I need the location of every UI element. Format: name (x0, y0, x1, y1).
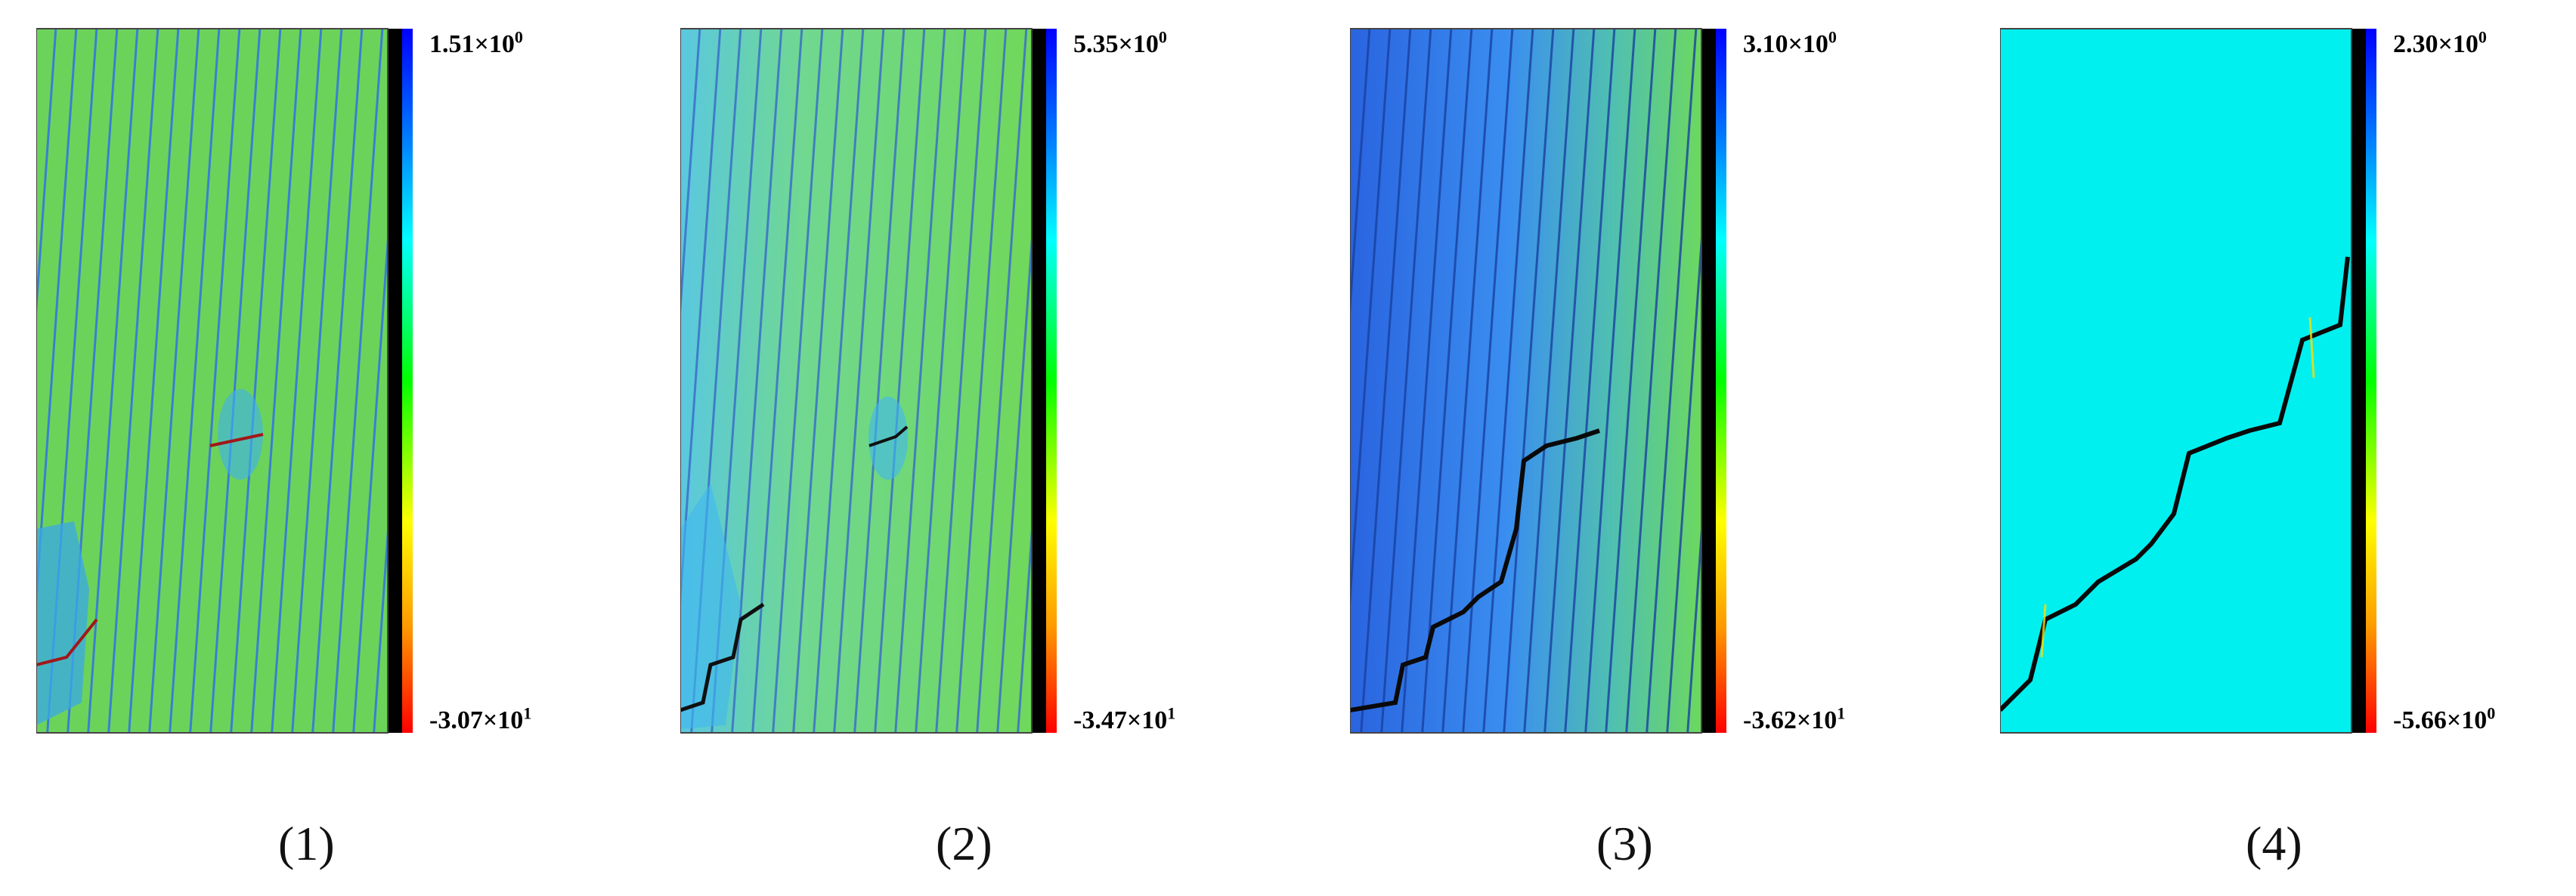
max-exponent: 0 (514, 27, 523, 47)
field-image-2 (680, 28, 1057, 734)
panel-4: 2.30×100 -5.66×100 (4) (2000, 0, 2574, 896)
times-symbol: ×10 (474, 30, 515, 58)
colorbar-max-label: 5.35×100 (1073, 27, 1167, 59)
min-exponent: 1 (1167, 703, 1176, 723)
panel-3: 3.10×100 -3.62×101 (3) (1350, 0, 1924, 896)
times-symbol: ×10 (2438, 30, 2478, 58)
panel-2: 5.35×100 -3.47×101 (2) (680, 0, 1255, 896)
max-mantissa: 1.51 (429, 30, 475, 58)
max-mantissa: 2.30 (2393, 30, 2438, 58)
field-image-1 (36, 28, 413, 734)
times-symbol: ×10 (2446, 706, 2488, 734)
min-mantissa: -3.62 (1743, 706, 1797, 734)
min-mantissa: -3.47 (1073, 706, 1127, 734)
min-exponent: 0 (2487, 703, 2496, 723)
times-symbol: ×10 (1118, 30, 1159, 58)
min-mantissa: -5.66 (2393, 706, 2447, 734)
min-exponent: 1 (1837, 703, 1846, 723)
panel-caption: (3) (1596, 817, 1653, 870)
colorbar-min-label: -3.47×101 (1073, 703, 1176, 735)
field-image-4 (2000, 28, 2376, 734)
panel-caption: (4) (2246, 817, 2302, 870)
panel-caption: (2) (936, 817, 992, 870)
min-mantissa: -3.07 (429, 706, 483, 734)
colorbar-max-label: 3.10×100 (1743, 27, 1837, 59)
colorbar-max-label: 1.51×100 (429, 27, 523, 59)
times-symbol: ×10 (1796, 706, 1838, 734)
max-exponent: 0 (1828, 27, 1837, 47)
max-mantissa: 5.35 (1073, 30, 1119, 58)
times-symbol: ×10 (1126, 706, 1168, 734)
times-symbol: ×10 (482, 706, 524, 734)
max-exponent: 0 (1158, 27, 1167, 47)
colorbar-min-label: -3.62×101 (1743, 703, 1846, 735)
panel-caption: (1) (278, 817, 335, 870)
colorbar-max-label: 2.30×100 (2393, 27, 2487, 59)
colorbar-min-label: -5.66×100 (2393, 703, 2496, 735)
min-exponent: 1 (523, 703, 532, 723)
times-symbol: ×10 (1788, 30, 1828, 58)
field-image-3 (1350, 28, 1726, 734)
colorbar-min-label: -3.07×101 (429, 703, 532, 735)
max-exponent: 0 (2478, 27, 2487, 47)
max-mantissa: 3.10 (1743, 30, 1788, 58)
panel-1: 1.51×100 -3.07×101 (1) (36, 0, 611, 896)
